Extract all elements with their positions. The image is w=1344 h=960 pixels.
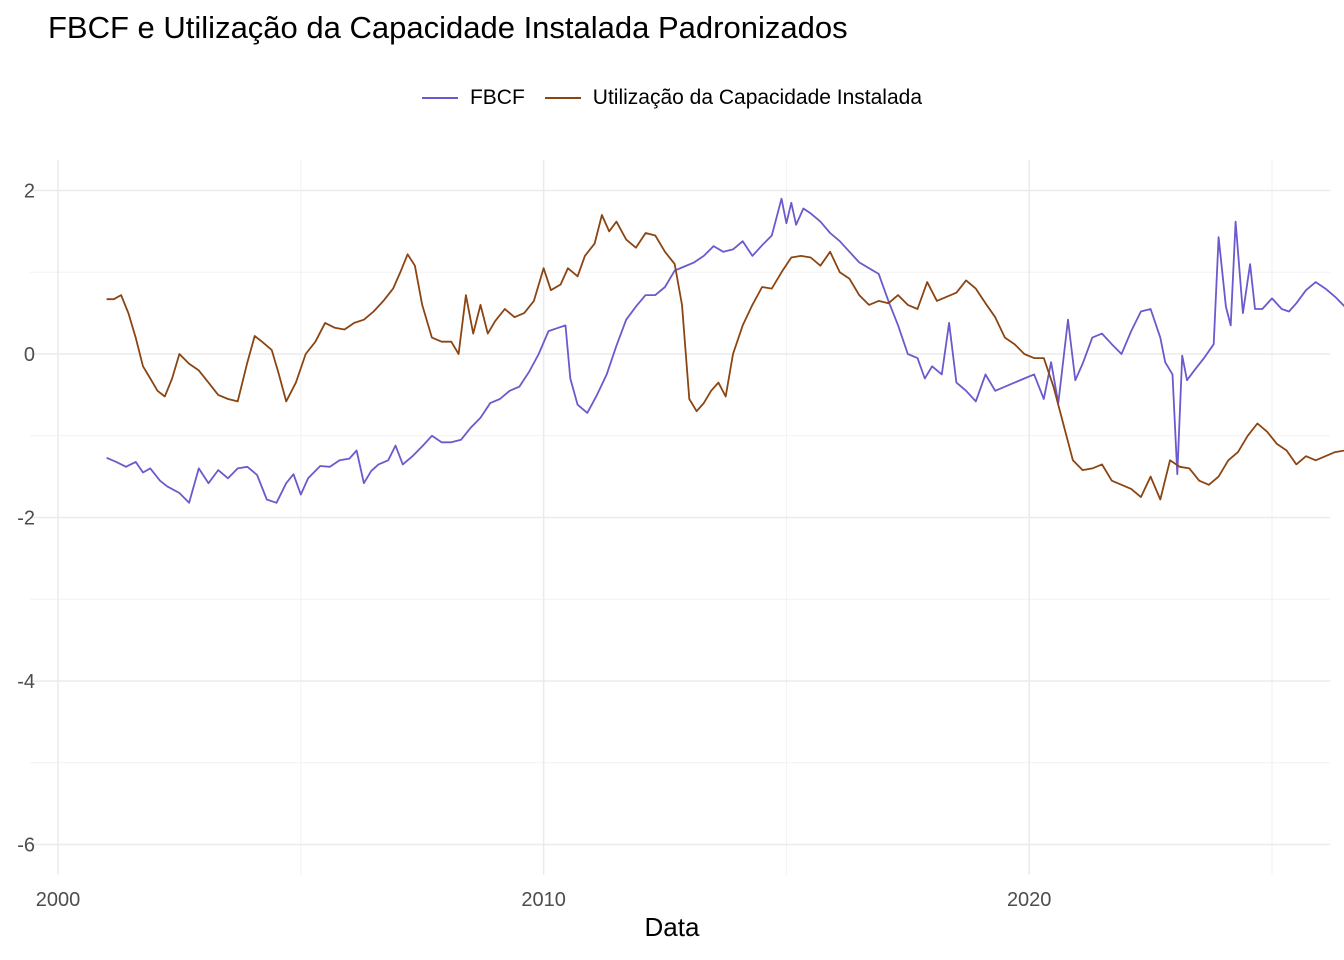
legend-label-uci: Utilização da Capacidade Instalada (592, 86, 923, 109)
y-tick-label: 2 (24, 181, 35, 203)
x-axis-label: Data (644, 912, 700, 942)
legend-key-fbcf (421, 97, 458, 99)
series-line-uci (106, 214, 1344, 501)
series-line-fbcf (106, 197, 1344, 504)
x-tick-label: 2000 (36, 889, 81, 911)
y-tick-label: -4 (17, 671, 35, 693)
legend-item-fbcf: FBCF (421, 86, 525, 110)
y-tick-label: -6 (17, 835, 35, 857)
y-tick-label: -2 (17, 508, 35, 530)
x-tick-label: 2010 (521, 889, 566, 911)
legend: FBCF Utilização da Capacidade Instalada (0, 86, 1344, 110)
x-tick-label: 2020 (1007, 889, 1052, 911)
legend-label-fbcf: FBCF (469, 86, 525, 109)
legend-key-uci (544, 97, 581, 99)
y-tick-label: 0 (24, 344, 35, 366)
chart-title: FBCF e Utilização da Capacidade Instalad… (48, 10, 848, 45)
legend-item-uci: Utilização da Capacidade Instalada (544, 86, 923, 110)
